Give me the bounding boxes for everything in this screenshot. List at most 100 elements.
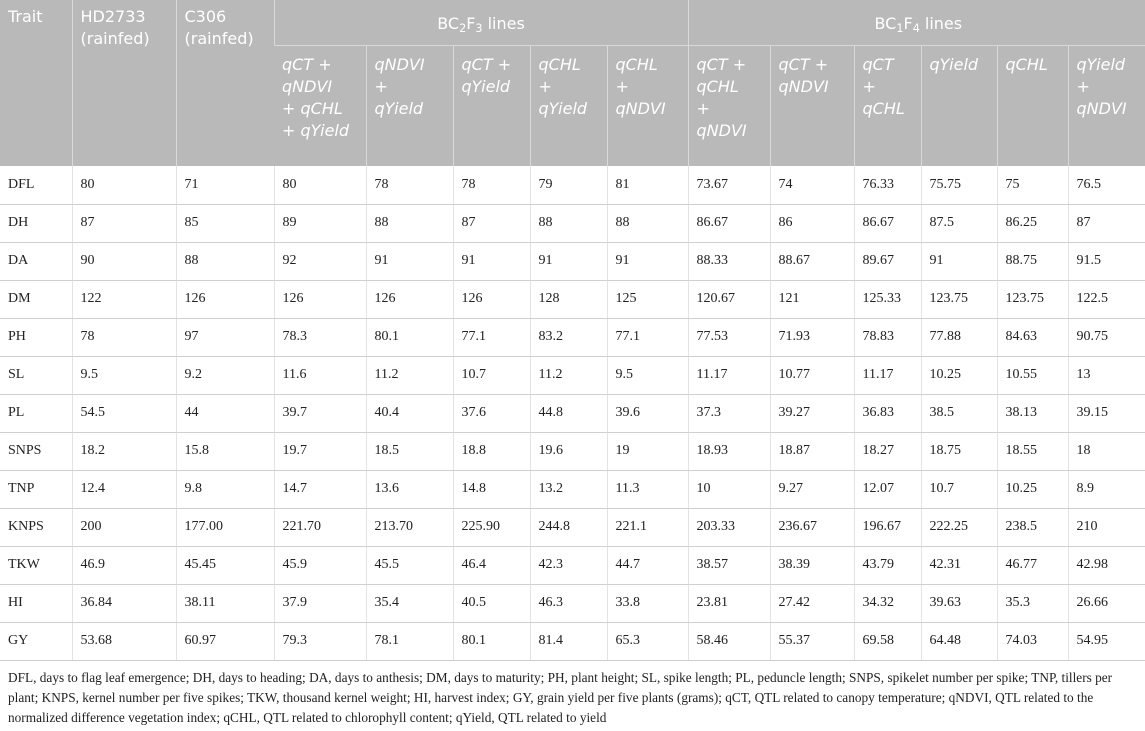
value-cell: 74.03	[996, 622, 1069, 661]
header-bc1f4-lines: BC1F4 lines	[687, 0, 1145, 45]
value-cell: 210	[1067, 508, 1145, 547]
value-cell: 128	[529, 280, 607, 319]
value-cell: 60.97	[175, 622, 274, 661]
value-cell: 75	[996, 166, 1069, 205]
value-cell: 33.8	[606, 584, 689, 623]
value-cell: 213.70	[365, 508, 453, 547]
value-cell: 238.5	[996, 508, 1069, 547]
value-cell: 58.46	[687, 622, 771, 661]
value-cell: 35.4	[365, 584, 453, 623]
value-cell: 88.33	[687, 242, 771, 281]
trait-cell: DFL	[0, 166, 72, 205]
trait-cell: PH	[0, 318, 72, 357]
value-cell: 27.42	[769, 584, 855, 623]
table-row: SL 9.5 9.2 11.6 11.2 10.7 11.2 9.5 11.17 10.77 11.…	[0, 356, 1145, 395]
table-row: TNP 12.4 9.8 14.7 13.6 14.8 13.2 11.3 10 9.27 12.0…	[0, 470, 1145, 509]
value-cell: 9.27	[769, 470, 855, 509]
value-cell: 10.25	[996, 470, 1069, 509]
value-cell: 13.2	[529, 470, 607, 509]
value-cell: 44.8	[529, 394, 607, 433]
value-cell: 39.6	[606, 394, 689, 433]
value-cell: 11.6	[273, 356, 366, 395]
value-cell: 86	[769, 204, 855, 243]
value-cell: 39.63	[920, 584, 998, 623]
value-cell: 26.66	[1067, 584, 1145, 623]
header-bc1f4-combo-6: qYield + qNDVI	[1067, 44, 1145, 166]
header-bc1f4-combo-5: qCHL	[996, 44, 1069, 166]
trait-cell: TKW	[0, 546, 72, 585]
value-cell: 120.67	[687, 280, 771, 319]
value-cell: 200	[71, 508, 176, 547]
trait-cell: GY	[0, 622, 72, 661]
value-cell: 14.7	[273, 470, 366, 509]
value-cell: 64.48	[920, 622, 998, 661]
value-cell: 42.3	[529, 546, 607, 585]
header-trait: Trait	[0, 0, 72, 166]
value-cell: 78	[452, 166, 530, 205]
value-cell: 37.9	[273, 584, 366, 623]
header-bc2f3-combo-1: qCT + qNDVI + qCHL + qYield	[274, 44, 366, 166]
value-cell: 69.58	[853, 622, 922, 661]
value-cell: 90	[71, 242, 176, 281]
value-cell: 43.79	[853, 546, 922, 585]
value-cell: 38.57	[687, 546, 771, 585]
value-cell: 86.67	[853, 204, 922, 243]
value-cell: 39.7	[273, 394, 366, 433]
value-cell: 36.83	[853, 394, 922, 433]
value-cell: 244.8	[529, 508, 607, 547]
value-cell: 13.6	[365, 470, 453, 509]
value-cell: 38.13	[996, 394, 1069, 433]
value-cell: 39.27	[769, 394, 855, 433]
value-cell: 79.3	[273, 622, 366, 661]
value-cell: 88	[365, 204, 453, 243]
table-row: PH 78 97 78.3 80.1 77.1 83.2 77.1 77.53 71.93 78.8…	[0, 318, 1145, 357]
trait-cell: DM	[0, 280, 72, 319]
value-cell: 19.6	[529, 432, 607, 471]
value-cell: 42.31	[920, 546, 998, 585]
value-cell: 81.4	[529, 622, 607, 661]
value-cell: 15.8	[175, 432, 274, 471]
header-bc2f3-combo-4: qCHL + qYield	[529, 44, 607, 166]
value-cell: 86.67	[687, 204, 771, 243]
header-bc2f3-combo-2: qNDVI + qYield	[365, 44, 453, 166]
value-cell: 225.90	[452, 508, 530, 547]
value-cell: 45.45	[175, 546, 274, 585]
value-cell: 75.75	[920, 166, 998, 205]
value-cell: 46.77	[996, 546, 1069, 585]
value-cell: 54.5	[71, 394, 176, 433]
value-cell: 39.15	[1067, 394, 1145, 433]
header-row-2: qCT + qNDVI + qCHL + qYield qNDVI + qYield qCT …	[0, 44, 1145, 166]
value-cell: 37.3	[687, 394, 771, 433]
value-cell: 80.1	[365, 318, 453, 357]
table-row: HI 36.84 38.11 37.9 35.4 40.5 46.3 33.8 23.81 27.…	[0, 584, 1145, 623]
table-row: PL 54.5 44 39.7 40.4 37.6 44.8 39.6 37.3 39.27 36.…	[0, 394, 1145, 433]
value-cell: 123.75	[920, 280, 998, 319]
value-cell: 9.8	[175, 470, 274, 509]
value-cell: 73.67	[687, 166, 771, 205]
value-cell: 85	[175, 204, 274, 243]
table-footnote: DFL, days to flag leaf emergence; DH, da…	[8, 669, 1113, 725]
value-cell: 10	[687, 470, 771, 509]
value-cell: 196.67	[853, 508, 922, 547]
table-body: DFL 80 71 80 78 78 79 81 73.67 74 76.33 75.75 75 76.5…	[0, 166, 1145, 661]
value-cell: 40.5	[452, 584, 530, 623]
value-cell: 78.83	[853, 318, 922, 357]
value-cell: 77.53	[687, 318, 771, 357]
value-cell: 34.32	[853, 584, 922, 623]
value-cell: 45.5	[365, 546, 453, 585]
value-cell: 125	[606, 280, 689, 319]
header-bc2f3-combo-3: qCT + qYield	[452, 44, 530, 166]
value-cell: 18.8	[452, 432, 530, 471]
value-cell: 9.5	[606, 356, 689, 395]
value-cell: 78	[365, 166, 453, 205]
value-cell: 92	[273, 242, 366, 281]
value-cell: 87	[1067, 204, 1145, 243]
trait-cell: DA	[0, 242, 72, 281]
value-cell: 87.5	[920, 204, 998, 243]
value-cell: 55.37	[769, 622, 855, 661]
value-cell: 10.7	[920, 470, 998, 509]
value-cell: 80.1	[452, 622, 530, 661]
table-row: SNPS 18.2 15.8 19.7 18.5 18.8 19.6 19 18.93 18.87…	[0, 432, 1145, 471]
value-cell: 88	[175, 242, 274, 281]
value-cell: 18.5	[365, 432, 453, 471]
